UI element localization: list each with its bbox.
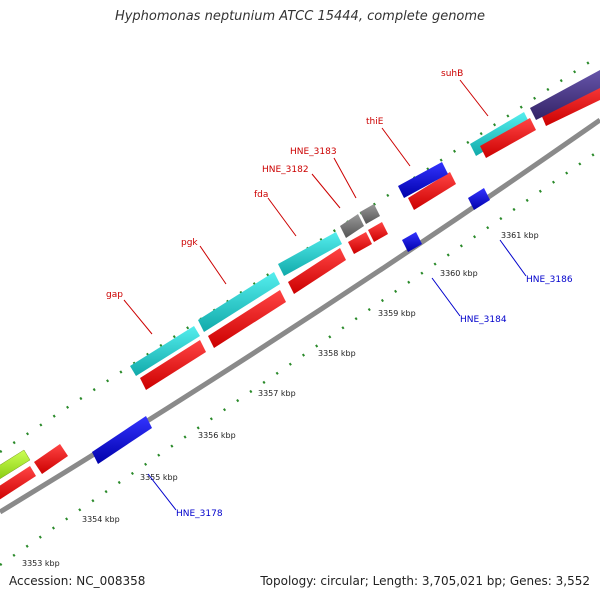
label-leader — [499, 239, 527, 277]
feature-gray — [360, 204, 380, 224]
cds-reverse — [468, 188, 490, 210]
label-leader — [267, 197, 297, 237]
label-leader — [431, 277, 461, 317]
kbp-tick-label: 3354 kbp — [82, 515, 120, 524]
gene-label-hne3178: HNE_3178 — [176, 509, 223, 519]
kbp-tick-label: 3361 kbp — [501, 231, 539, 240]
genome-backbone — [0, 117, 600, 515]
label-leader — [381, 127, 411, 167]
gene-label-hne3186: HNE_3186 — [526, 275, 573, 285]
cds-reverse — [398, 162, 448, 198]
feature-gray — [340, 214, 364, 238]
label-leader — [199, 245, 227, 285]
cds-forward — [368, 222, 388, 242]
cds-forward — [0, 466, 36, 500]
gene-label-thiE: thiE — [366, 117, 384, 127]
kbp-tick-label: 3355 kbp — [140, 473, 178, 482]
cds-forward — [408, 172, 456, 210]
kbp-tick-label: 3358 kbp — [318, 349, 356, 358]
gene-label-fda: fda — [254, 190, 268, 200]
inner-ruler — [0, 148, 600, 567]
feature-purple — [530, 70, 600, 120]
cds-forward — [480, 118, 536, 158]
label-leader — [459, 79, 489, 117]
kbp-tick-label: 3357 kbp — [258, 389, 296, 398]
gene-label-gap: gap — [106, 290, 123, 300]
gene-label-hne3183: HNE_3183 — [290, 147, 337, 157]
cds-reverse — [92, 416, 152, 464]
label-leader — [311, 173, 341, 209]
feature-green — [0, 449, 31, 480]
rna-feature — [278, 232, 342, 276]
map-title: Hyphomonas neptunium ATCC 15444, complet… — [114, 9, 486, 24]
gene-label-pgk: pgk — [181, 238, 198, 248]
gene-label-hne3182: HNE_3182 — [262, 165, 309, 175]
cds-forward — [34, 444, 68, 474]
label-leader — [333, 157, 357, 199]
cds-forward — [288, 248, 346, 294]
accession-label: Accession: NC_008358 — [9, 574, 146, 588]
cds-forward — [348, 232, 372, 254]
label-leader — [123, 299, 153, 335]
gene-label-hne3184: HNE_3184 — [460, 315, 507, 325]
kbp-tick-label: 3356 kbp — [198, 431, 236, 440]
cds-reverse — [402, 232, 422, 252]
rna-feature — [130, 326, 200, 376]
gene-label-suhB: suhB — [441, 69, 463, 79]
cds-forward — [140, 340, 206, 390]
genome-summary: Topology: circular; Length: 3,705,021 bp… — [260, 574, 590, 588]
rna-feature — [198, 272, 280, 332]
label-leader — [147, 473, 177, 511]
cds-forward — [208, 290, 286, 348]
kbp-tick-label: 3359 kbp — [378, 309, 416, 318]
kbp-tick-label: 3353 kbp — [22, 559, 60, 568]
kbp-tick-label: 3360 kbp — [440, 269, 478, 278]
